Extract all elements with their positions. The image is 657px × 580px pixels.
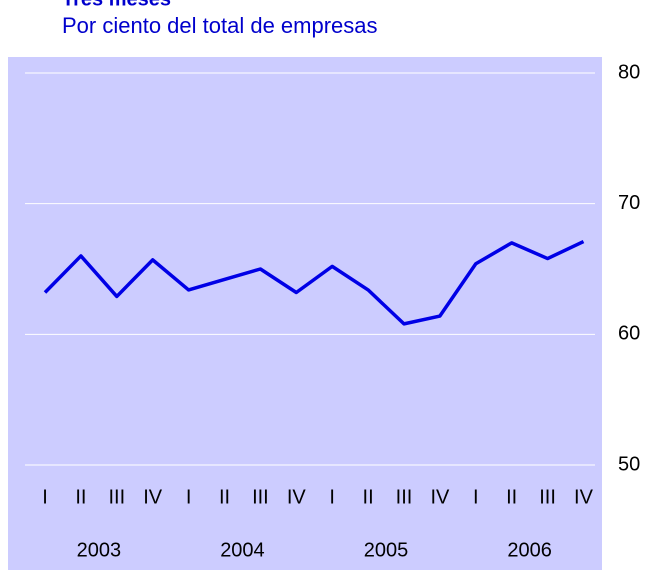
line-series (43, 239, 585, 326)
x-tick-label: III (539, 486, 556, 508)
x-tick-label: III (108, 486, 125, 508)
chart-title: Tres meses (62, 0, 171, 10)
x-tick-label: II (219, 486, 230, 508)
x-tick-label: IV (430, 486, 450, 508)
x-tick-label: III (396, 486, 413, 508)
y-tick-label: 50 (618, 453, 640, 475)
x-group-label: 2004 (220, 539, 265, 561)
x-group-label: 2005 (364, 539, 409, 561)
y-tick-label: 60 (618, 323, 640, 345)
x-tick-label: IV (143, 486, 163, 508)
x-tick-label: IV (287, 486, 307, 508)
x-tick-label: I (186, 486, 192, 508)
y-tick-label: 80 (618, 61, 640, 83)
x-tick-label: II (506, 486, 517, 508)
plot-background (8, 57, 602, 570)
chart-subtitle: Por ciento del total de empresas (62, 13, 378, 38)
x-group-label: 2003 (77, 539, 122, 561)
x-tick-label: III (252, 486, 269, 508)
x-tick-label: I (42, 486, 48, 508)
x-tick-label: I (329, 486, 335, 508)
x-tick-label: I (473, 486, 479, 508)
y-tick-label: 70 (618, 192, 640, 214)
x-tick-label: II (75, 486, 86, 508)
x-group-label: 2006 (507, 539, 552, 561)
x-tick-label: IV (574, 486, 594, 508)
x-tick-label: II (363, 486, 374, 508)
